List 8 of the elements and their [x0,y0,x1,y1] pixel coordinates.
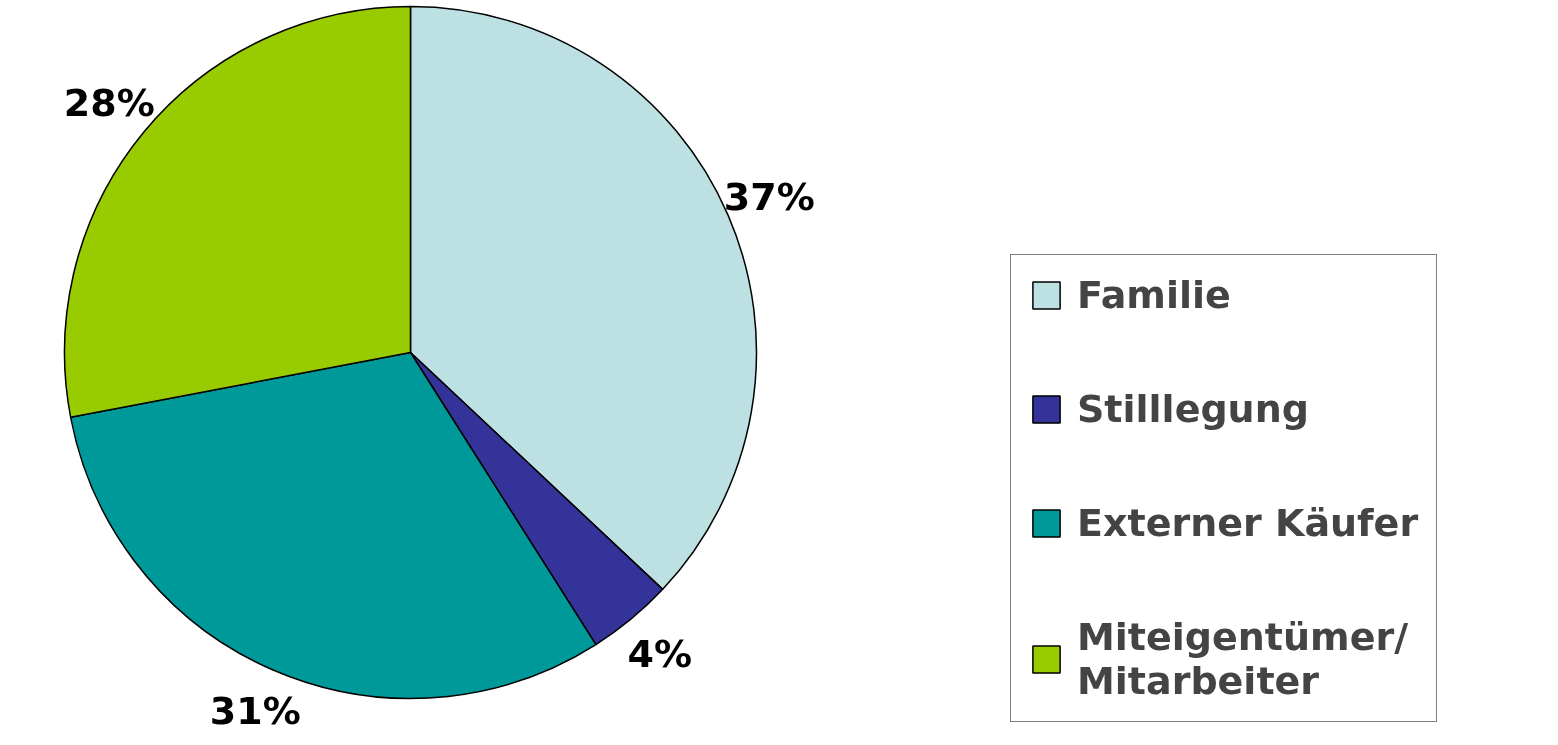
legend-label: Externer Käufer [1077,501,1419,545]
data-label: 37% [723,175,815,220]
legend-label: Miteigentümer/Mitarbeiter [1077,615,1409,703]
data-label: 28% [63,81,155,126]
legend-label: Familie [1077,273,1231,317]
legend-label: Stilllegung [1077,387,1309,431]
data-label: 31% [209,689,301,734]
data-label: 4% [627,631,692,676]
